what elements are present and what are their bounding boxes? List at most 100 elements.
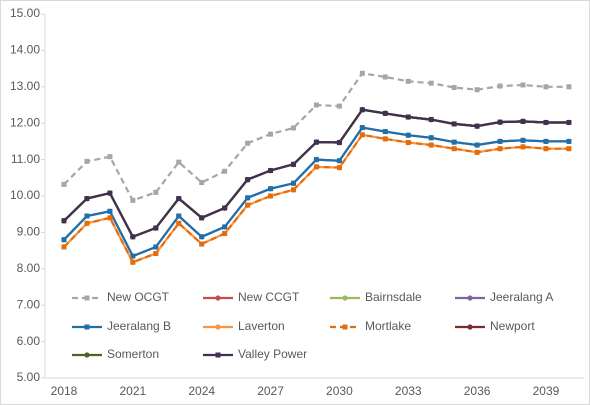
data-point bbox=[222, 230, 228, 236]
legend-label: Valley Power bbox=[238, 347, 307, 361]
y-tick-label: 14.00 bbox=[10, 43, 40, 57]
y-tick-label: 10.00 bbox=[10, 188, 40, 202]
data-point bbox=[222, 205, 228, 211]
data-point bbox=[84, 158, 90, 164]
data-point bbox=[199, 241, 205, 247]
legend-marker bbox=[342, 295, 348, 301]
data-point bbox=[543, 84, 549, 90]
data-point bbox=[199, 180, 205, 186]
data-point bbox=[245, 195, 251, 201]
data-point bbox=[153, 225, 159, 231]
data-point bbox=[520, 137, 526, 143]
data-point bbox=[428, 80, 434, 86]
data-point bbox=[428, 135, 434, 141]
data-point bbox=[291, 161, 296, 167]
data-point bbox=[130, 259, 136, 265]
data-point bbox=[566, 138, 572, 144]
data-point bbox=[405, 132, 411, 138]
data-point bbox=[61, 237, 67, 243]
data-point bbox=[176, 220, 182, 226]
data-point bbox=[84, 196, 90, 202]
data-point bbox=[222, 168, 228, 174]
data-point bbox=[130, 197, 136, 203]
x-tick-label: 2018 bbox=[51, 384, 78, 398]
x-tick-label: 2024 bbox=[188, 384, 215, 398]
legend-label: New OCGT bbox=[107, 290, 170, 304]
data-point bbox=[291, 187, 296, 193]
data-point bbox=[451, 146, 457, 152]
data-point bbox=[474, 123, 480, 129]
legend-label: Jeeralang A bbox=[490, 290, 553, 304]
data-point bbox=[313, 139, 319, 145]
data-point bbox=[176, 159, 182, 165]
data-point bbox=[268, 193, 274, 199]
legend-label: Jeeralang B bbox=[107, 319, 171, 333]
data-point bbox=[451, 139, 457, 145]
data-point bbox=[130, 253, 136, 259]
legend-marker bbox=[467, 324, 473, 330]
data-point bbox=[405, 139, 411, 145]
data-point bbox=[474, 142, 480, 148]
data-point bbox=[176, 196, 182, 202]
data-point bbox=[359, 125, 365, 131]
legend-label: Somerton bbox=[107, 347, 159, 361]
legend-marker bbox=[342, 324, 348, 330]
data-point bbox=[543, 119, 549, 125]
data-point bbox=[382, 129, 388, 135]
y-tick-label: 5.00 bbox=[17, 370, 41, 384]
data-point bbox=[497, 146, 503, 152]
data-point bbox=[245, 177, 251, 183]
data-point bbox=[176, 213, 182, 219]
data-point bbox=[543, 146, 549, 152]
y-tick-label: 12.00 bbox=[10, 115, 40, 129]
data-point bbox=[222, 224, 228, 230]
y-tick-label: 13.00 bbox=[10, 79, 40, 93]
data-point bbox=[313, 164, 319, 170]
legend-marker bbox=[84, 295, 90, 301]
legend-label: Laverton bbox=[238, 319, 285, 333]
data-point bbox=[313, 102, 319, 108]
y-tick-label: 8.00 bbox=[17, 261, 41, 275]
data-point bbox=[497, 83, 503, 89]
data-point bbox=[107, 190, 113, 196]
data-point bbox=[566, 84, 572, 90]
x-tick-label: 2039 bbox=[533, 384, 560, 398]
legend-label: Bairnsdale bbox=[365, 290, 422, 304]
data-point bbox=[543, 138, 549, 144]
data-point bbox=[245, 140, 251, 146]
data-point bbox=[520, 82, 526, 88]
y-tick-label: 7.00 bbox=[17, 297, 41, 311]
data-point bbox=[107, 208, 113, 214]
legend-marker bbox=[84, 324, 90, 330]
x-tick-label: 2027 bbox=[257, 384, 284, 398]
data-point bbox=[153, 251, 159, 257]
x-tick-label: 2030 bbox=[326, 384, 353, 398]
data-point bbox=[474, 149, 480, 155]
data-point bbox=[84, 220, 90, 226]
data-point bbox=[245, 202, 251, 208]
data-point bbox=[497, 138, 503, 144]
legend-label: New CCGT bbox=[238, 290, 300, 304]
y-tick-label: 6.00 bbox=[17, 334, 41, 348]
x-tick-label: 2033 bbox=[395, 384, 422, 398]
data-point bbox=[84, 213, 90, 219]
legend-marker bbox=[215, 295, 221, 301]
data-point bbox=[474, 87, 480, 93]
data-point bbox=[107, 215, 113, 221]
data-point bbox=[336, 165, 342, 171]
data-point bbox=[107, 154, 113, 160]
legend-label: Mortlake bbox=[365, 319, 411, 333]
data-point bbox=[199, 215, 205, 221]
data-point bbox=[520, 144, 526, 150]
data-point bbox=[382, 74, 388, 80]
legend-marker bbox=[215, 352, 221, 358]
data-point bbox=[268, 168, 274, 174]
data-point bbox=[336, 139, 342, 145]
data-point bbox=[61, 244, 67, 250]
x-tick-label: 2021 bbox=[119, 384, 146, 398]
data-point bbox=[359, 70, 365, 76]
data-point bbox=[451, 121, 457, 127]
